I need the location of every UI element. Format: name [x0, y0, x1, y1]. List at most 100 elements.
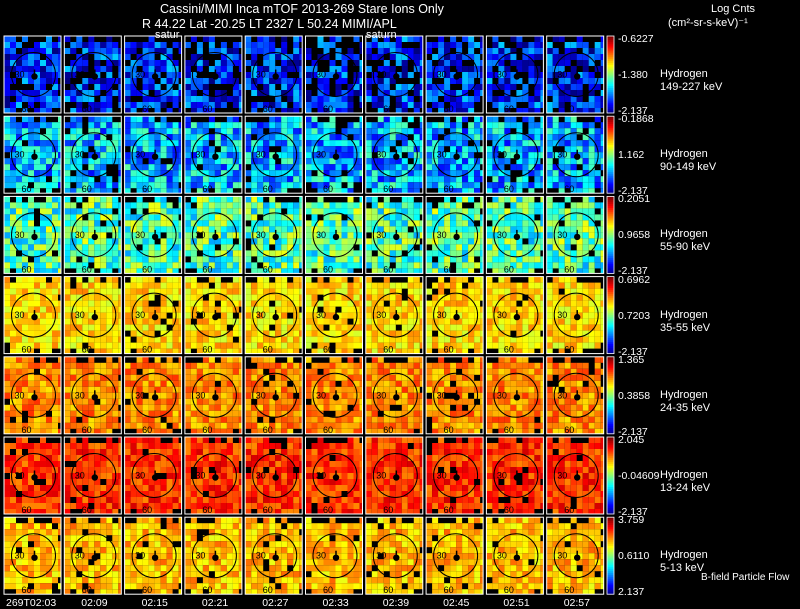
panel-frame	[124, 35, 183, 114]
colorbar-max: -0.1868	[618, 113, 654, 126]
colorbar-frame	[606, 115, 615, 194]
angle-circle	[252, 533, 298, 579]
time-label: 02:21	[201, 597, 229, 609]
angle-circle	[71, 453, 117, 498]
saturn-marker	[272, 153, 279, 160]
time-label: 02:51	[503, 597, 530, 609]
angle-circle	[191, 533, 237, 579]
circle-label: 30	[497, 230, 507, 240]
panel-frame	[425, 276, 484, 355]
panel-frame	[184, 356, 243, 435]
image-panel: 30 60	[63, 276, 122, 355]
bottom-label: 60	[444, 264, 454, 274]
colorbar-max: 0.6962	[618, 273, 651, 286]
image-panel: 30 60	[485, 276, 544, 355]
panel-frame	[305, 516, 363, 595]
circle-label: 30	[497, 150, 507, 160]
panel-frame	[365, 436, 424, 515]
bottom-label: 60	[82, 184, 92, 194]
saturn-tag-right: saturn	[366, 29, 397, 41]
image-panel: 30 60	[244, 516, 303, 595]
panel-frame	[485, 35, 544, 114]
circle-label: 30	[195, 471, 205, 481]
angle-circle	[433, 132, 479, 178]
image-panel: 30 60	[184, 436, 243, 515]
image-panel: 30 60	[63, 436, 122, 515]
colorbar-mid: -0.04609	[618, 470, 660, 482]
bottom-label: 60	[383, 104, 393, 114]
circle-label: 30	[376, 70, 386, 80]
colorbar-frame	[606, 356, 615, 435]
panel-frame	[546, 276, 605, 355]
angle-circle	[553, 212, 599, 258]
bottom-label: 60	[142, 184, 152, 194]
circle-label: 30	[195, 70, 205, 80]
saturn-marker	[574, 394, 581, 401]
bottom-label: 60	[323, 585, 333, 595]
circle-label: 30	[256, 70, 266, 80]
image-panel: 30 60	[63, 516, 122, 595]
angle-circle	[71, 132, 117, 178]
saturn-marker	[513, 474, 521, 481]
saturn-marker	[272, 394, 279, 401]
circle-label: 30	[15, 390, 25, 400]
image-panel: 30 60	[485, 356, 544, 435]
angle-circle	[71, 372, 117, 418]
panel-frame	[485, 436, 544, 515]
image-panel: 30 60	[124, 436, 183, 515]
saturn-marker	[574, 73, 581, 80]
panel-frame	[124, 516, 183, 595]
bottom-label: 60	[263, 505, 273, 515]
colorbar-max: 0.2051	[618, 193, 651, 206]
colorbar-frame	[606, 35, 615, 114]
species-label: Hydrogen	[660, 308, 708, 321]
circle-label: 30	[316, 471, 326, 481]
panel-frame	[485, 195, 544, 274]
angle-circle	[191, 292, 237, 338]
angle-circle	[11, 212, 56, 258]
circle-label: 30	[437, 551, 447, 561]
angle-circle	[191, 372, 237, 418]
image-panel: 30 60	[425, 356, 484, 435]
angle-circle	[191, 212, 237, 258]
panel-frame	[365, 356, 424, 435]
circle-label: 30	[135, 150, 145, 160]
bottom-label: 60	[444, 345, 454, 355]
saturn-marker	[332, 554, 340, 561]
bottom-label: 60	[444, 505, 454, 515]
saturn-marker	[212, 313, 219, 321]
image-panel: 30 60	[485, 115, 544, 194]
energy-label: 55-90 keV	[660, 241, 711, 254]
panel-frame	[63, 436, 122, 515]
angle-circle	[11, 533, 56, 579]
image-panel: 30 60	[365, 436, 424, 515]
bottom-label: 60	[504, 505, 514, 515]
panel-frame	[184, 115, 243, 194]
saturn-marker	[453, 554, 460, 561]
species-label: Hydrogen	[660, 228, 708, 241]
circle-label: 30	[75, 310, 85, 320]
colorbar	[606, 436, 615, 515]
panel-frame	[184, 276, 243, 355]
panel-frame	[244, 276, 303, 355]
image-panel: 30 60	[365, 276, 424, 355]
angle-circle	[433, 52, 479, 97]
colorbar-min: -2.137	[618, 105, 648, 117]
bottom-label: 60	[504, 345, 514, 355]
circle-label: 30	[256, 230, 266, 240]
saturn-marker	[332, 73, 340, 80]
colorbar-mid: 0.9658	[618, 229, 651, 242]
angle-circle	[71, 212, 117, 258]
image-panel: 30 60	[365, 516, 424, 595]
colorbar-min: -2.137	[618, 345, 648, 358]
panel-frame	[305, 276, 363, 355]
angle-circle	[493, 453, 539, 498]
circle-label: 30	[557, 70, 567, 80]
panel-frame	[425, 35, 484, 114]
circle-label: 30	[256, 310, 266, 320]
image-panel: 30 60	[485, 516, 544, 595]
bottom-label: 60	[142, 505, 152, 515]
bottom-label: 60	[22, 104, 32, 114]
angle-circle	[372, 52, 418, 97]
colorbar	[606, 35, 615, 114]
